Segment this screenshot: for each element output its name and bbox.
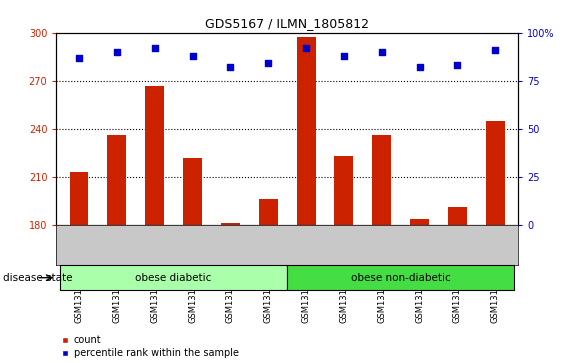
Bar [145, 86, 164, 225]
Point [377, 49, 386, 55]
Bar [334, 156, 354, 225]
Bar [372, 135, 391, 225]
Point [74, 55, 83, 61]
Bar [486, 121, 504, 225]
Text: disease state: disease state [3, 273, 72, 283]
Bar [448, 207, 467, 225]
Bar [287, 265, 514, 290]
Point [188, 53, 197, 59]
Point [302, 45, 311, 51]
Title: GDS5167 / ILMN_1805812: GDS5167 / ILMN_1805812 [205, 17, 369, 30]
Point [415, 64, 424, 70]
Point [339, 53, 348, 59]
Point [113, 49, 122, 55]
Text: obese diabetic: obese diabetic [136, 273, 212, 283]
Bar [259, 199, 278, 225]
Text: obese non-diabetic: obese non-diabetic [351, 273, 450, 283]
Point [226, 64, 235, 70]
Point [453, 62, 462, 68]
Bar [60, 265, 287, 290]
Point [263, 61, 272, 66]
Bar [70, 172, 88, 225]
Point [150, 45, 159, 51]
Bar [183, 158, 202, 225]
Point [491, 47, 500, 53]
Bar [108, 135, 126, 225]
Legend: count, percentile rank within the sample: count, percentile rank within the sample [61, 335, 239, 358]
Bar [297, 37, 315, 225]
Bar [410, 219, 429, 225]
Bar [221, 224, 240, 225]
